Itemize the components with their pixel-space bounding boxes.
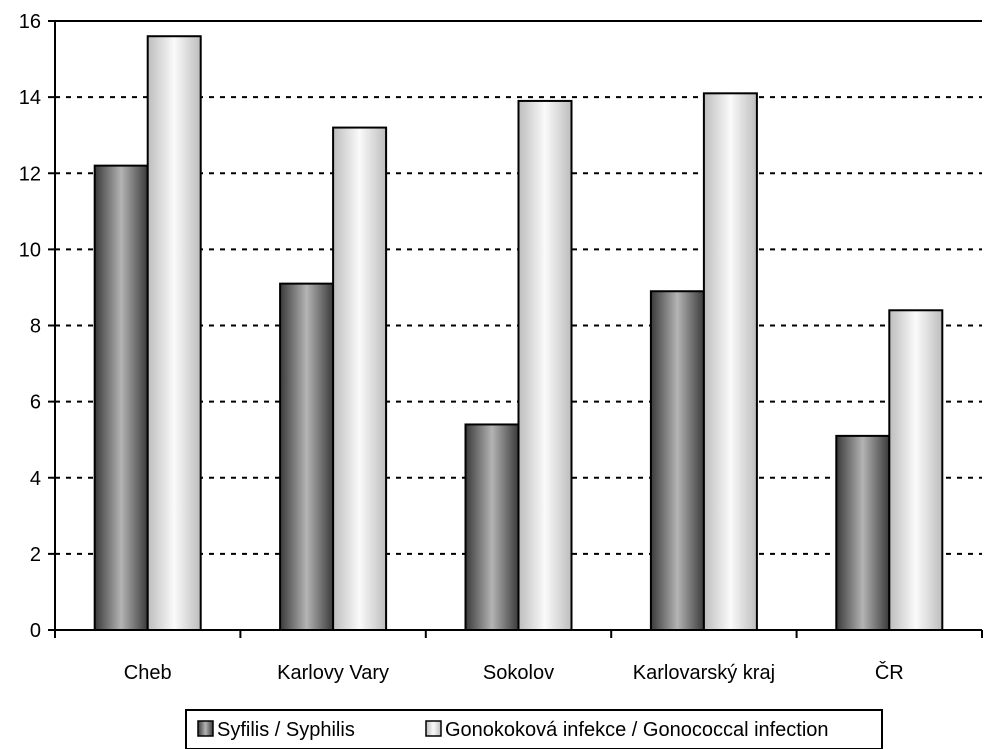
- bar-syphilis-4: [835, 434, 891, 631]
- bar-syphilis-1: [279, 282, 335, 631]
- bar-gonococcal-4: [888, 309, 944, 631]
- legend-swatch: [197, 720, 214, 737]
- x-category-label: Karlovy Vary: [277, 662, 389, 684]
- y-tick-label: 12: [19, 163, 41, 185]
- y-tick-label: 2: [30, 544, 41, 566]
- legend: Syfilis / Syphilis Gonokoková infekce / G…: [185, 709, 883, 749]
- x-category-label: Sokolov: [483, 662, 554, 684]
- legend-entry: Syfilis / Syphilis: [217, 719, 355, 741]
- legend-swatch: [425, 720, 442, 737]
- y-tick-label: 4: [30, 468, 41, 490]
- bar-gonococcal-1: [332, 126, 388, 631]
- bar-syphilis-0: [93, 164, 149, 631]
- y-tick-label: 6: [30, 392, 41, 414]
- y-tick-label: 16: [19, 11, 41, 33]
- y-tick-label: 10: [19, 239, 41, 261]
- x-category-label: Karlovarský kraj: [633, 662, 775, 684]
- legend-box: [185, 709, 883, 749]
- y-axis-ticks: 0 2 4 6 8 10 12 14 16: [19, 11, 55, 642]
- bars: [93, 35, 944, 632]
- x-axis-categories: Cheb Karlovy Vary Sokolov Karlovarský kraj Č…: [124, 661, 904, 684]
- y-tick-label: 14: [19, 87, 41, 109]
- y-tick-label: 0: [30, 620, 41, 642]
- bar-gonococcal-3: [702, 92, 758, 632]
- bar-syphilis-3: [649, 290, 705, 631]
- legend-entry: Gonokoková infekce / Gonococcal infectio…: [445, 719, 829, 741]
- x-category-label: Cheb: [124, 662, 172, 684]
- bar-gonococcal-2: [517, 99, 573, 631]
- bar-syphilis-2: [464, 423, 520, 631]
- bar-gonococcal-0: [146, 35, 202, 632]
- y-tick-label: 8: [30, 316, 41, 338]
- x-category-label: ČR: [875, 661, 904, 684]
